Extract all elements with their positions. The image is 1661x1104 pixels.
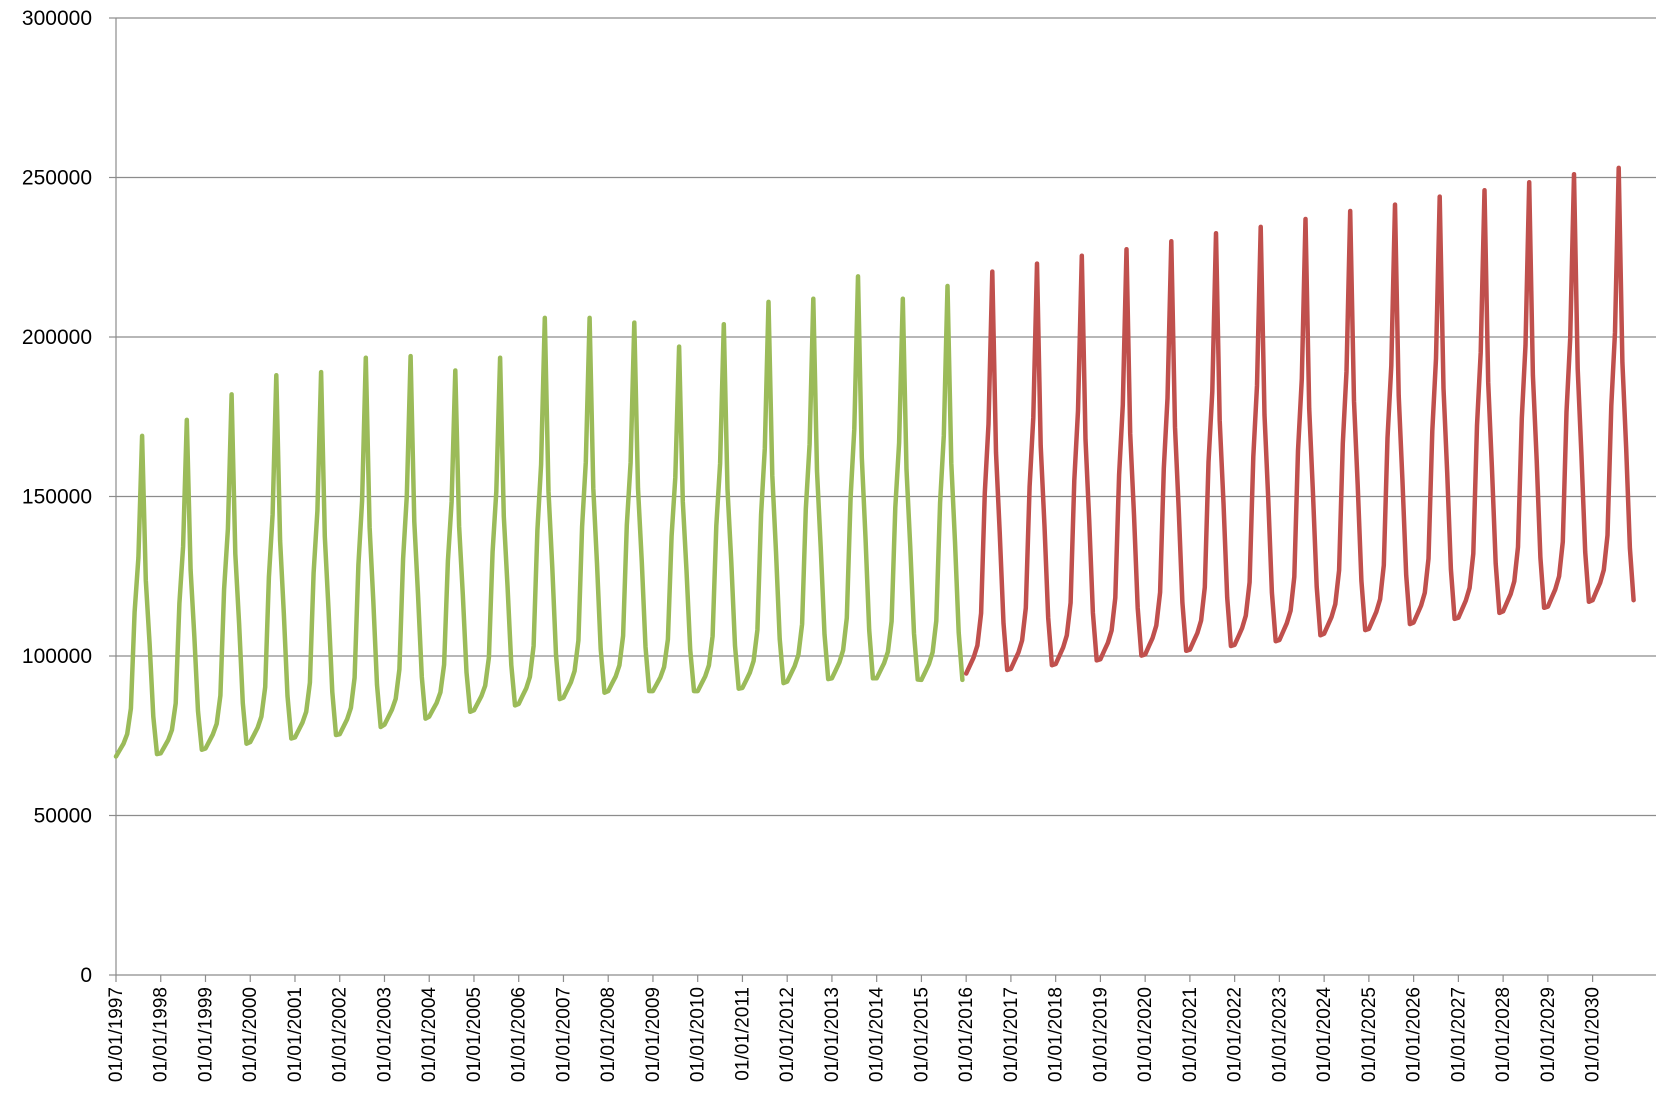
x-tick-label: 01/01/2005 xyxy=(464,987,485,1082)
x-tick-label: 01/01/2009 xyxy=(643,987,664,1082)
series-group xyxy=(113,165,1636,759)
x-tick-label: 01/01/2028 xyxy=(1493,987,1514,1082)
x-tick-label: 01/01/1999 xyxy=(195,987,216,1082)
x-tick-label: 01/01/2008 xyxy=(598,987,619,1082)
x-tick-label: 01/01/2018 xyxy=(1046,987,1067,1082)
x-axis: 01/01/1997 01/01/1998 01/01/1999 01/01/2000… xyxy=(106,974,1656,1083)
x-tick-label: 01/01/2011 xyxy=(732,987,753,1081)
x-tick-label: 01/01/2001 xyxy=(285,987,306,1082)
y-tick-label: 100000 xyxy=(22,645,92,668)
y-tick-label: 200000 xyxy=(22,326,92,349)
y-tick-label: 50000 xyxy=(34,805,92,828)
series-line-forecast xyxy=(963,165,1636,676)
y-tick-label: 150000 xyxy=(22,486,92,509)
y-tick-label: 300000 xyxy=(22,7,92,30)
x-tick-label: 01/01/2021 xyxy=(1180,987,1201,1082)
x-tick-label: 01/01/2020 xyxy=(1135,987,1156,1082)
x-tick-label: 01/01/2015 xyxy=(911,987,932,1082)
x-tick-label: 01/01/2023 xyxy=(1269,987,1290,1082)
x-tick-label: 01/01/2017 xyxy=(1001,987,1022,1082)
x-tick-label: 01/01/2010 xyxy=(688,987,709,1082)
x-tick-label: 01/01/2025 xyxy=(1359,987,1380,1082)
y-axis: 0 50000 100000 150000 200000 250000 300000 xyxy=(22,7,117,987)
x-tick-label: 01/01/2024 xyxy=(1314,987,1335,1083)
x-tick-label: 01/01/2026 xyxy=(1404,987,1425,1082)
x-tick-label: 01/01/2004 xyxy=(419,987,440,1083)
x-tick-label: 01/01/2002 xyxy=(330,987,351,1082)
x-tick-label: 01/01/2012 xyxy=(777,987,798,1082)
x-tick-label: 01/01/2029 xyxy=(1538,987,1559,1082)
x-tick-label: 01/01/2000 xyxy=(240,987,261,1082)
gridlines xyxy=(116,17,1656,817)
x-tick-label: 01/01/2014 xyxy=(867,987,888,1083)
y-tick-label: 0 xyxy=(80,964,92,987)
x-tick-label: 01/01/2019 xyxy=(1090,987,1111,1082)
x-tick-label: 01/01/2030 xyxy=(1583,987,1604,1082)
y-tick-label: 250000 xyxy=(22,167,92,190)
x-tick-label: 01/01/2003 xyxy=(374,987,395,1082)
x-tick-label: 01/01/2007 xyxy=(553,987,574,1082)
series-line-historical xyxy=(113,274,965,759)
x-tick-label: 01/01/1997 xyxy=(106,987,127,1082)
x-tick-label: 01/01/2027 xyxy=(1448,987,1469,1082)
x-tick-label: 01/01/1998 xyxy=(151,987,172,1082)
x-tick-label: 01/01/2022 xyxy=(1225,987,1246,1082)
x-tick-label: 01/01/2016 xyxy=(956,987,977,1082)
x-tick-label: 01/01/2013 xyxy=(822,987,843,1082)
x-tick-label: 01/01/2006 xyxy=(509,987,530,1082)
